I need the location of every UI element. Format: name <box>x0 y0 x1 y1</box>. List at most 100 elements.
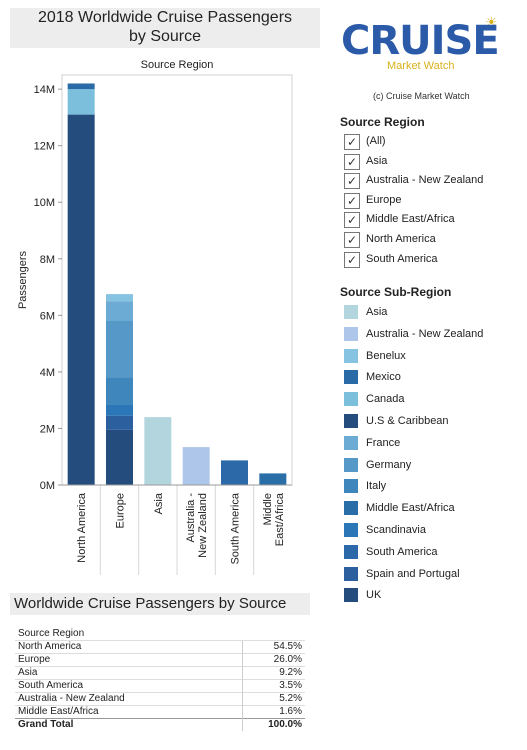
table-row: North America 54.5% <box>15 640 305 654</box>
legend-swatch <box>344 348 358 363</box>
x-tick-label: Middle <box>262 493 274 525</box>
region-cell: North America <box>15 640 243 654</box>
x-tick-label: North America <box>76 492 88 563</box>
legend-label: Middle East/Africa <box>366 502 455 515</box>
bar-segment <box>106 301 133 321</box>
legend-label: Spain and Portugal <box>366 567 460 580</box>
bar-segment <box>144 417 172 485</box>
bar-segment <box>106 321 133 378</box>
x-tick-label: South America <box>230 492 242 564</box>
x-tick-label: New Zealand <box>197 493 209 558</box>
x-tick-label: East/Africa <box>274 492 286 546</box>
grand-total-row: Grand Total 100.0% <box>15 718 305 731</box>
y-tick-label: 12M <box>34 141 55 153</box>
legend-swatch <box>344 326 358 341</box>
table-header-row: Source Region <box>15 628 305 641</box>
region-cell: Asia <box>15 666 243 680</box>
checkbox-icon[interactable]: ✓ <box>344 251 360 268</box>
share-cell: 9.2% <box>242 666 305 680</box>
x-tick-label: Australia - <box>185 493 197 543</box>
filter-option-label: Australia - New Zealand <box>366 174 484 187</box>
x-tick-label: Europe <box>115 493 127 528</box>
copyright-note: (c) Cruise Market Watch <box>373 91 470 101</box>
legend-swatch <box>344 305 358 319</box>
bar-segment <box>67 89 95 115</box>
legend-swatch <box>344 523 358 537</box>
legend-label: Italy <box>366 480 387 493</box>
filter-option-label: Europe <box>366 193 402 206</box>
bar-segment <box>106 377 133 405</box>
legend-label: Canada <box>366 393 405 406</box>
legend-swatch <box>344 414 358 428</box>
share-cell: 26.0% <box>242 653 305 667</box>
legend-label: Australia - New Zealand <box>366 327 484 340</box>
table-row: Asia 9.2% <box>15 666 305 680</box>
share-cell: 54.5% <box>242 640 305 654</box>
legend-label: France <box>366 436 401 449</box>
region-cell: South America <box>15 679 243 693</box>
bar-segment <box>182 447 210 485</box>
chart-title: 2018 Worldwide Cruise Passengers by Sour… <box>10 8 320 48</box>
legend-label: Benelux <box>366 349 406 362</box>
checkbox-icon[interactable]: ✓ <box>344 232 360 248</box>
legend-swatch <box>344 501 358 516</box>
legend-label: Germany <box>366 458 412 471</box>
legend-label: South America <box>366 545 438 558</box>
y-tick-label: 14M <box>34 84 55 96</box>
x-tick-label: Asia <box>153 492 165 514</box>
checkbox-icon[interactable]: ✓ <box>344 134 360 150</box>
sun-icon: ☀ <box>485 14 498 30</box>
table-row: Europe 26.0% <box>15 653 305 667</box>
checkbox-icon[interactable]: ✓ <box>344 212 360 229</box>
table-row: Australia - New Zealand 5.2% <box>15 692 305 706</box>
share-cell: 100.0% <box>242 718 305 731</box>
legend-swatch <box>344 588 358 603</box>
legend-swatch <box>344 370 358 385</box>
region-cell: Grand Total <box>15 718 243 731</box>
y-tick-label: 10M <box>34 197 55 209</box>
checkbox-icon[interactable]: ✓ <box>344 192 360 209</box>
chart-title-line-1: 2018 Worldwide Cruise Passengers <box>37 9 293 26</box>
top-axis-label: Source Region <box>141 59 214 71</box>
share-cell: 5.2% <box>242 692 305 706</box>
region-cell: Australia - New Zealand <box>15 692 243 706</box>
table-row: Middle East/Africa 1.6% <box>15 705 305 719</box>
checkbox-icon[interactable]: ✓ <box>344 173 360 190</box>
share-table: Source Region North America 54.5% Europe 26… <box>15 628 305 731</box>
table-header: Source Region <box>18 628 85 639</box>
region-cell: Middle East/Africa <box>15 705 243 719</box>
bar-segment <box>106 404 133 416</box>
y-tick-label: 6M <box>40 310 55 322</box>
filter-option-label: Asia <box>366 154 388 167</box>
plot-frame <box>61 74 293 486</box>
logo-subtitle: Market Watch <box>387 60 455 72</box>
bar-segment <box>106 429 133 485</box>
legend-label: Mexico <box>366 371 401 384</box>
share-cell: 3.5% <box>242 679 305 693</box>
table-header-empty <box>243 628 306 641</box>
filter-option-label: (All) <box>366 135 386 147</box>
filter-option-label: North America <box>366 233 436 245</box>
y-tick-label: 8M <box>40 254 55 266</box>
bar-segment <box>67 83 95 90</box>
bar-segment <box>106 415 133 430</box>
chart-title-line-2: by Source <box>128 28 202 45</box>
y-axis-label: Passengers <box>17 250 29 309</box>
legend-label: U.S & Caribbean <box>366 415 449 427</box>
table-row: South America 3.5% <box>15 679 305 693</box>
legend-swatch <box>344 392 358 407</box>
checkbox-icon[interactable]: ✓ <box>344 153 360 170</box>
legend-label: Asia <box>366 306 388 318</box>
legend-swatch <box>344 435 358 450</box>
y-tick-label: 0M <box>40 480 55 492</box>
legend-label: Scandinavia <box>366 524 426 536</box>
cruise-market-watch-logo: ☀ CRUISE Market Watch <box>335 8 505 78</box>
bar-segment <box>259 473 287 485</box>
y-tick-label: 4M <box>40 367 55 379</box>
source-region-filter-title: Source Region <box>340 115 425 129</box>
legend-swatch <box>344 544 358 559</box>
filter-option-label: South America <box>366 252 438 265</box>
bar-segment <box>221 460 248 485</box>
legend-swatch <box>344 479 358 494</box>
bar-chart: Source Region 0M 2M 4M 6M 8M 10M 12M 14M Passenge… <box>17 59 293 575</box>
